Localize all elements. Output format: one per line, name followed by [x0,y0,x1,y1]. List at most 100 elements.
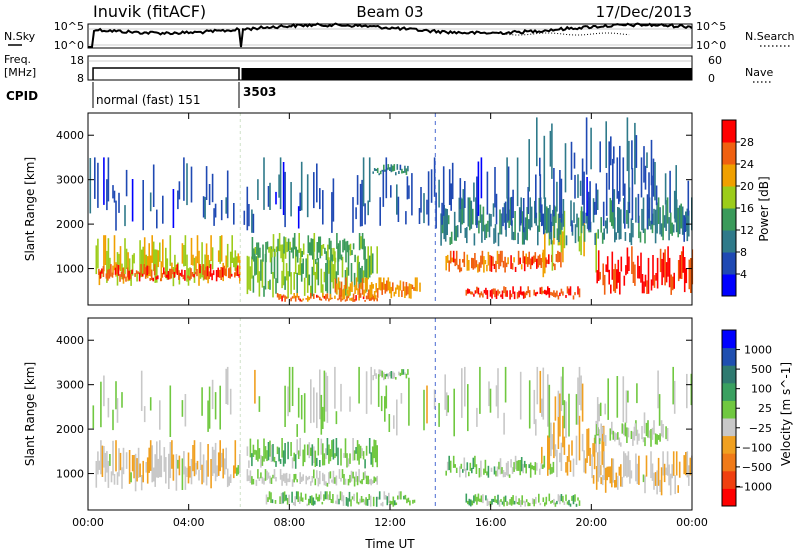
heatmap-cell [107,397,110,418]
heatmap-cell [680,251,683,279]
heatmap-cell [574,292,576,296]
heatmap-cell [107,460,110,488]
heatmap-cell [116,264,118,275]
heatmap-cell [372,375,374,381]
heatmap-cell [169,442,172,479]
heatmap-cell [313,446,315,464]
heatmap-cell [368,296,371,301]
heatmap-cell [483,256,485,273]
heatmap-cell [401,290,403,297]
heatmap-cell [231,235,233,263]
heatmap-cell [294,496,296,507]
heatmap-cell [569,460,572,472]
heatmap-cell [303,393,306,433]
heatmap-cell [217,267,219,278]
heatmap-cell [612,430,615,440]
heatmap-cell [310,447,312,456]
heatmap-cell [411,284,414,289]
heatmap-cell [389,167,391,171]
heatmap-cell [182,274,185,280]
heatmap-cell [482,206,485,232]
heatmap-cell [352,243,355,250]
heatmap-cell [246,469,249,482]
heatmap-cell [353,476,356,487]
heatmap-cell [673,380,676,414]
heatmap-cell [556,181,558,212]
beam-title: Beam 03 [356,3,423,21]
heatmap-cell [607,378,609,420]
heatmap-cell [290,182,292,217]
heatmap-cell [342,289,344,300]
heatmap-cell [548,288,551,298]
heatmap-cell [306,503,308,507]
heatmap-cell [243,210,246,225]
heatmap-cell [419,282,421,292]
heatmap-cell [520,264,523,270]
heatmap-cell [560,376,563,412]
heatmap-cell [359,267,362,288]
heatmap-cell [251,476,253,485]
heatmap-cell [233,203,235,225]
heatmap-cell [359,480,362,484]
heatmap-cell [207,400,209,432]
heatmap-cell [316,457,318,466]
heatmap-cell [478,468,481,478]
heatmap-cell [355,295,357,301]
heatmap-cell [252,275,255,293]
heatmap-cell [294,295,297,302]
heatmap-cell [465,493,468,503]
heatmap-cell [565,235,568,246]
heatmap-cell [287,441,289,460]
heatmap-cell [615,433,618,440]
heatmap-cell [175,454,178,491]
heatmap-cell [541,204,543,227]
heatmap-cell [492,256,494,266]
heatmap-cell [618,207,621,240]
heatmap-cell [113,190,116,203]
heatmap-cell [376,288,379,298]
heatmap-cell [290,442,292,457]
heatmap-cell [642,197,645,233]
heatmap-cell [361,479,363,485]
heatmap-cell [534,252,537,262]
heatmap-cell [323,295,326,299]
heatmap-cell [452,455,455,468]
heatmap-cell [459,258,461,273]
heatmap-cell [300,395,303,420]
heatmap-cell [356,476,359,486]
heatmap-cell [494,288,496,298]
heatmap-cell [510,497,513,506]
heatmap-cell [204,254,206,276]
heatmap-cell [669,212,672,234]
heatmap-cell [494,224,497,243]
heatmap-cell [334,366,336,409]
heatmap-cell [340,383,342,412]
heatmap-cell [402,369,405,375]
heatmap-cell [571,440,573,456]
heatmap-cell [570,200,572,227]
heatmap-cell [376,445,378,468]
heatmap-cell [672,366,674,405]
heatmap-cell [212,270,215,276]
heatmap-cell [369,284,371,299]
heatmap-cell [342,239,344,253]
heatmap-cell [628,256,630,271]
heatmap-cell [475,197,477,226]
heatmap-cell [684,217,686,232]
heatmap-cell [289,241,291,251]
heatmap-cell [446,209,448,235]
heatmap-cell [542,290,545,294]
heatmap-cell [526,256,529,267]
heatmap-cell [269,246,272,263]
heatmap-cell [560,215,563,253]
heatmap-cell [324,491,327,500]
heatmap-cell [668,464,670,486]
heatmap-cell [537,255,540,268]
heatmap-cell [539,174,542,213]
heatmap-cell [451,162,454,200]
heatmap-cell [328,238,331,250]
heatmap-cell [375,373,377,379]
heatmap-cell [320,268,323,293]
heatmap-cell [602,201,605,227]
heatmap-cell [251,237,254,260]
